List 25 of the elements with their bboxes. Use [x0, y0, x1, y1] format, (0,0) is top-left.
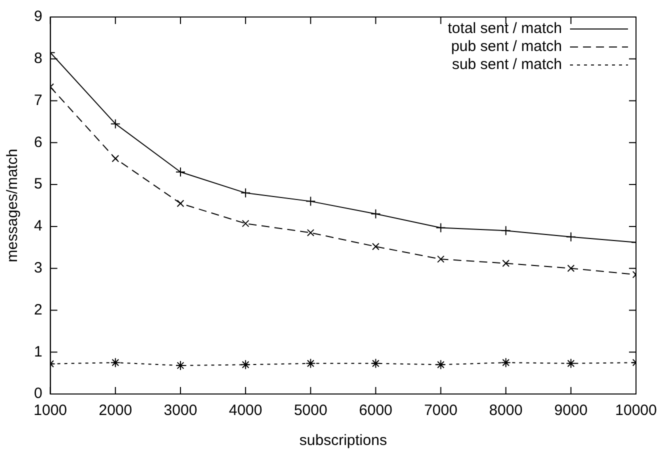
legend-label: pub sent / match [451, 38, 562, 56]
x-tick-label: 8000 [489, 402, 523, 420]
y-tick-label: 4 [34, 218, 42, 235]
y-tick-label: 7 [34, 92, 42, 109]
y-tick-label: 6 [34, 134, 42, 151]
y-tick-label: 2 [34, 301, 42, 318]
legend-label: total sent / match [448, 20, 562, 38]
y-tick-label: 3 [34, 259, 42, 276]
x-axis-title: subscriptions [299, 432, 387, 450]
x-tick-label: 5000 [294, 402, 328, 420]
y-tick-label: 8 [34, 50, 42, 68]
x-tick-label: 2000 [98, 402, 132, 420]
y-axis-title: messages/match [4, 148, 22, 262]
y-tick-label: 9 [34, 8, 42, 26]
y-tick-label: 0 [34, 385, 42, 402]
y-tick-label: 5 [34, 176, 42, 193]
x-tick-label: 7000 [424, 402, 458, 420]
y-tick-label: 1 [34, 343, 42, 360]
x-tick-label: 9000 [554, 402, 588, 420]
legend-label: sub sent / match [452, 56, 562, 74]
x-tick-label: 4000 [228, 402, 262, 420]
x-tick-label: 6000 [359, 402, 392, 420]
x-tick-label: 10000 [615, 402, 657, 420]
x-tick-label: 1000 [34, 402, 68, 420]
x-tick-label: 3000 [164, 402, 198, 420]
